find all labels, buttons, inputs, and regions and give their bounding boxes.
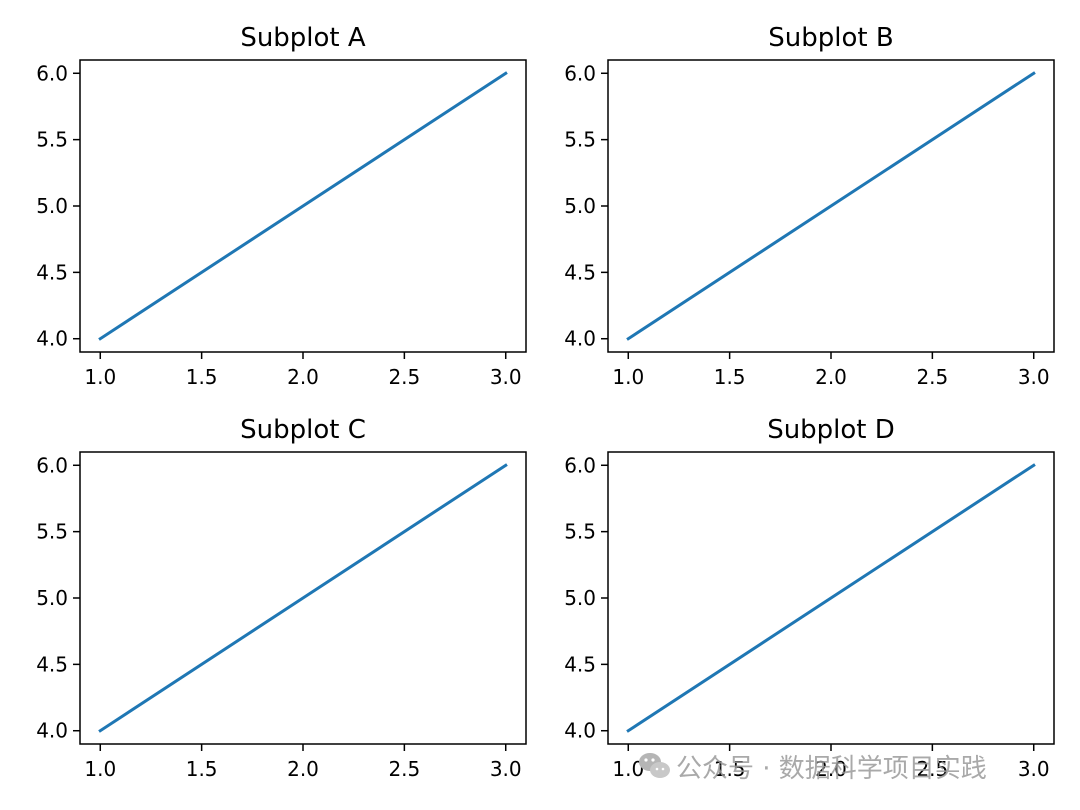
y-tick-label: 5.5 [36,520,68,544]
x-tick-label: 2.0 [815,365,847,389]
y-tick-label: 5.0 [564,194,596,218]
x-tick-label: 2.5 [388,757,420,781]
watermark: 公众号 · 数据科学项目实践 [639,753,987,784]
x-tick-label: 1.5 [186,365,218,389]
subplot-d: Subplot D 1.0 1.5 2.0 2.5 3.0 4.0 4.5 5.0 5.5 6.0 [564,415,1055,781]
y-tick-label: 6.0 [564,61,596,85]
subplots: Subplot A1.0 1.5 2.0 2.5 3.04.04.55.05.56.0S… [36,23,1055,781]
x-tick-label: 3.0 [1018,757,1050,781]
x-tick-label: 1.0 [84,757,116,781]
y-tick-label: 5.5 [564,520,596,544]
y-tick-label: 5.0 [564,586,596,610]
y-tick-label: 4.0 [564,327,596,351]
series-line [626,463,1036,733]
x-tick-label: 2.0 [287,757,319,781]
subplot-b: Subplot B 1.0 1.5 2.0 2.5 3.0 4.0 4.5 5.0 5.5 6.0 [564,23,1055,389]
x-tick-label: 3.0 [490,757,522,781]
y-tick-label: 4.0 [36,327,68,351]
y-tick-label: 4.0 [36,719,68,743]
y-tick-label: 6.0 [36,61,68,85]
x-tick-label: 2.5 [916,757,948,781]
subplot-title: Subplot D [767,415,895,445]
subplot-title: Subplot C [240,415,366,445]
x-tick-label: 1.0 [84,365,116,389]
x-tick-label: 2.5 [388,365,420,389]
x-tick-label: 2.0 [287,365,319,389]
wechat-icon [639,753,670,778]
x-tick-label: 1.5 [714,365,746,389]
series-line [98,463,508,733]
subplot-title: Subplot A [240,23,366,53]
subplot-c: Subplot C 1.0 1.5 2.0 2.5 3.0 4.0 4.5 5.0 5.5 6.0 [36,415,527,781]
x-tick-label: 1.5 [714,757,746,781]
x-tick-label: 2.5 [916,365,948,389]
subplot-title: Subplot B [768,23,893,53]
series-line [626,71,1036,341]
y-tick-label: 4.5 [36,652,68,676]
subplot-a: Subplot A 1.0 1.5 2.0 2.5 3.0 4.0 4.5 5.0 5.5 6.0 [36,23,527,389]
x-tick-label: 2.0 [815,757,847,781]
y-tick-label: 6.0 [36,453,68,477]
y-tick-label: 5.5 [36,128,68,152]
y-tick-label: 5.5 [564,128,596,152]
x-tick-label: 3.0 [1018,365,1050,389]
watermark-text: 公众号 · 数据科学项目实践 [676,754,987,784]
y-tick-label: 5.0 [36,586,68,610]
x-tick-label: 1.0 [612,365,644,389]
y-tick-label: 6.0 [564,453,596,477]
series-line [98,71,508,341]
y-tick-label: 4.5 [564,652,596,676]
y-tick-label: 4.0 [564,719,596,743]
x-tick-label: 1.0 [612,757,644,781]
y-tick-label: 4.5 [36,260,68,284]
x-tick-label: 1.5 [186,757,218,781]
x-tick-label: 3.0 [490,365,522,389]
y-tick-label: 5.0 [36,194,68,218]
y-tick-label: 4.5 [564,260,596,284]
